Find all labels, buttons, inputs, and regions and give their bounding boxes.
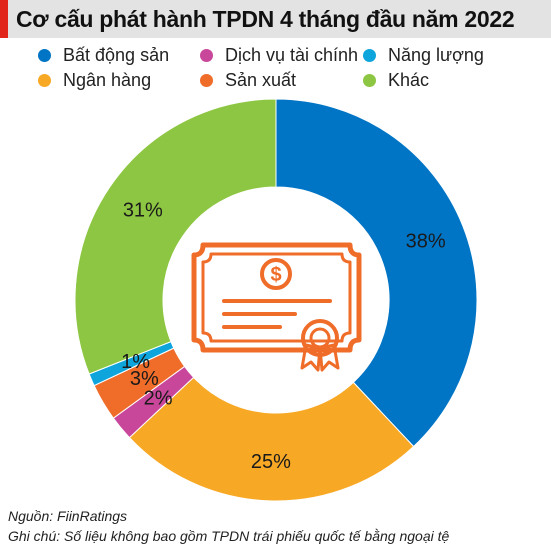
chart-title: Cơ cấu phát hành TPDN 4 tháng đầu năm 20… (16, 6, 515, 32)
donut-slice (74, 98, 277, 375)
legend-swatch (363, 48, 376, 62)
donut-slices (74, 98, 478, 502)
slice-label: 31% (123, 200, 163, 222)
certificate-frame-outer (191, 242, 362, 353)
slice-labels: 38% 25% 2%3%1% 31% (121, 200, 446, 473)
legend-swatch (200, 48, 213, 62)
certificate-frame-inner (201, 252, 352, 343)
legend-label: Dịch vụ tài chính (225, 44, 359, 65)
legend-item-san-xuat: Sản xuất (200, 69, 296, 91)
legend-item-dich-vu-tai-chinh: Dịch vụ tài chính (200, 44, 358, 66)
legend-label: Bất động sản (63, 44, 170, 65)
legend-item-nang-luong: Năng lượng (363, 44, 484, 66)
footnote: Ghi chú: Số liệu không bao gồm TPDN trái… (8, 528, 450, 544)
legend-label: Ngân hàng (63, 69, 152, 90)
seal-inner (309, 327, 331, 349)
legend-swatch (38, 48, 51, 62)
donut-slice (275, 98, 478, 448)
legend-swatch (200, 73, 213, 87)
legend-label: Khác (388, 69, 430, 90)
slice-label: 2% (144, 388, 173, 410)
legend-label: Năng lượng (388, 44, 484, 65)
slice-label: 38% (406, 231, 446, 253)
donut-slice (128, 376, 415, 502)
legend: Bất động sản Dịch vụ tài chính Năng lượn… (0, 0, 551, 95)
dollar-sign: $ (270, 264, 281, 286)
title-accent-bar (0, 0, 8, 38)
legend-swatch (38, 73, 51, 87)
seal-outer (301, 319, 339, 357)
slice-label: 3% (130, 368, 159, 390)
slice-label: 25% (251, 451, 291, 473)
legend-item-bat-dong-san: Bất động sản (38, 44, 169, 66)
certificate-icon: $ (191, 242, 362, 372)
legend-label: Sản xuất (225, 69, 297, 90)
dollar-coin (260, 258, 292, 290)
title-bar: Cơ cấu phát hành TPDN 4 tháng đầu năm 20… (0, 0, 551, 38)
source-note: Nguồn: FiinRatings (8, 508, 128, 524)
slice-label: 1% (121, 351, 150, 373)
legend-item-khac: Khác (363, 69, 429, 91)
legend-swatch (363, 73, 376, 87)
legend-item-ngan-hang: Ngân hàng (38, 69, 151, 91)
